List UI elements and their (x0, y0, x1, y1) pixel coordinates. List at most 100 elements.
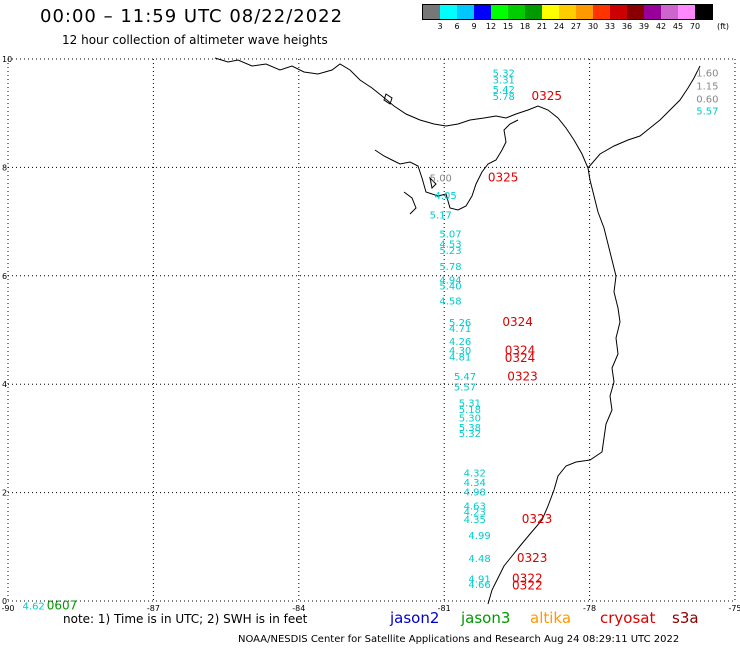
wave-height-value: 5.47 (454, 372, 476, 383)
wave-height-value: 1.60 (696, 68, 718, 79)
wave-height-value: 1.15 (696, 81, 718, 92)
wave-height-value: 0.60 (696, 94, 718, 105)
legend-color-bar (422, 4, 713, 20)
wave-height-value: 4.48 (468, 554, 490, 565)
x-tick-label: -78 (583, 604, 596, 613)
legend-tick: 70 (689, 22, 701, 31)
x-tick-label: -87 (147, 604, 160, 613)
legend-swatch (593, 5, 610, 19)
legend-swatch (457, 5, 474, 19)
satellite-jason3: jason3 (461, 609, 511, 627)
pass-time-label: 0324 (502, 315, 533, 329)
wave-height-value: 5.18 (459, 405, 481, 416)
legend-tick: 24 (553, 22, 565, 31)
pass-time-label: 0323 (517, 551, 548, 565)
wave-height-value: 5.38 (459, 423, 481, 434)
wave-height-value: 4.94 (439, 275, 461, 286)
wave-height-value: 4.71 (449, 324, 471, 335)
wave-height-value: 4.26 (449, 337, 471, 348)
satellite-jason2: jason2 (390, 609, 440, 627)
satellite-altika: altika (530, 609, 572, 627)
y-tick-label: 4 (2, 380, 7, 389)
pass-time-label: 0322 (512, 579, 543, 593)
legend-swatch (695, 5, 712, 19)
wave-height-observations: 5.323.315.425.785.004.055.175.074.535.23… (23, 68, 719, 612)
legend-tick: 3 (437, 22, 443, 31)
legend-tick: 36 (621, 22, 633, 31)
legend-tick: 33 (604, 22, 616, 31)
legend-swatch (491, 5, 508, 19)
wave-height-value: 5.78 (493, 92, 515, 103)
x-tick-label: -84 (292, 604, 305, 613)
wave-height-value: 5.40 (439, 281, 461, 292)
satellite-s3a: s3a (672, 609, 699, 627)
wave-height-value: 4.34 (464, 478, 486, 489)
wave-height-value: 5.57 (454, 383, 476, 394)
legend-swatch (508, 5, 525, 19)
legend-tick: 30 (587, 22, 599, 31)
wave-height-value: 4.63 (464, 501, 486, 512)
color-legend: 3 6 9 12 15 18 21 24 27 30 33 36 39 42 45 70 (ft) (422, 4, 729, 32)
legend-tick-labels: 3 6 9 12 15 18 21 24 27 30 33 36 39 42 45 70 (ft) (422, 20, 729, 32)
wave-height-value: 4.91 (468, 575, 490, 586)
pass-time-label: 0323 (522, 512, 553, 526)
legend-swatch (627, 5, 644, 19)
legend-unit: (ft) (716, 22, 730, 31)
pass-time-label: 0324 (505, 351, 536, 365)
legend-tick: 45 (672, 22, 684, 31)
pass-time-labels: 0325032502503240324032403230323032303220… (47, 89, 740, 612)
legend-tick: 42 (655, 22, 667, 31)
coastline-caribbean-panama (214, 57, 591, 181)
wave-height-value: 5.17 (430, 210, 452, 221)
legend-swatch (525, 5, 542, 19)
y-tick-label: 10 (2, 55, 12, 64)
wave-height-value: 5.42 (493, 85, 515, 96)
wave-height-value: 4.62 (23, 602, 45, 613)
y-tick-label: 0 (2, 597, 7, 606)
wave-height-value: 5.32 (493, 68, 515, 79)
coastline (214, 57, 701, 605)
wave-height-value: 4.53 (439, 240, 461, 251)
coastline-caribbean-colombia (587, 65, 701, 169)
satellite-cryosat: cryosat (600, 609, 656, 627)
wave-height-value: 4.32 (464, 468, 486, 479)
legend-tick: 21 (536, 22, 548, 31)
coastline-pacific-colombia-ecuador (487, 179, 621, 605)
wave-height-value: 5.30 (459, 414, 481, 425)
legend-tick: 15 (502, 22, 514, 31)
y-tick-label: 8 (2, 163, 7, 172)
pass-time-label: 0325 (488, 170, 519, 184)
legend-tick: 18 (519, 22, 531, 31)
wave-height-value: 4.66 (468, 580, 490, 591)
coastline-pacific-panama (374, 119, 519, 211)
wave-height-value: 4.99 (468, 531, 490, 542)
wave-height-value: 5.07 (439, 229, 461, 240)
legend-swatch (576, 5, 593, 19)
coastline-gulf-islands (383, 93, 437, 215)
wave-height-value: 4.35 (464, 515, 486, 526)
wave-height-value: 4.58 (439, 297, 461, 308)
wave-height-value: 3.31 (493, 75, 515, 86)
pass-time-label: 0322 (512, 572, 543, 586)
pass-time-label: 0607 (47, 599, 78, 613)
pass-time-label: 0324 (505, 343, 536, 357)
wave-height-value: 4.98 (464, 487, 486, 498)
wave-height-value: 5.32 (459, 429, 481, 440)
legend-swatch (542, 5, 559, 19)
wave-height-value: 5.31 (459, 398, 481, 409)
legend-swatch (559, 5, 576, 19)
wave-height-value: 4.23 (464, 507, 486, 518)
legend-swatch (474, 5, 491, 19)
grid-lines (7, 58, 736, 602)
x-tick-label: -90 (1, 604, 14, 613)
pass-time-label: 0323 (507, 369, 538, 383)
wave-height-value: 4.05 (435, 191, 457, 202)
legend-tick: 6 (454, 22, 460, 31)
map-subtitle: 12 hour collection of altimeter wave hei… (62, 33, 328, 47)
wave-height-value: 5.57 (696, 106, 718, 117)
y-tick-label: 2 (2, 489, 7, 498)
x-tick-label: -81 (438, 604, 451, 613)
wave-height-value: 4.30 (449, 346, 471, 357)
legend-swatch (644, 5, 661, 19)
